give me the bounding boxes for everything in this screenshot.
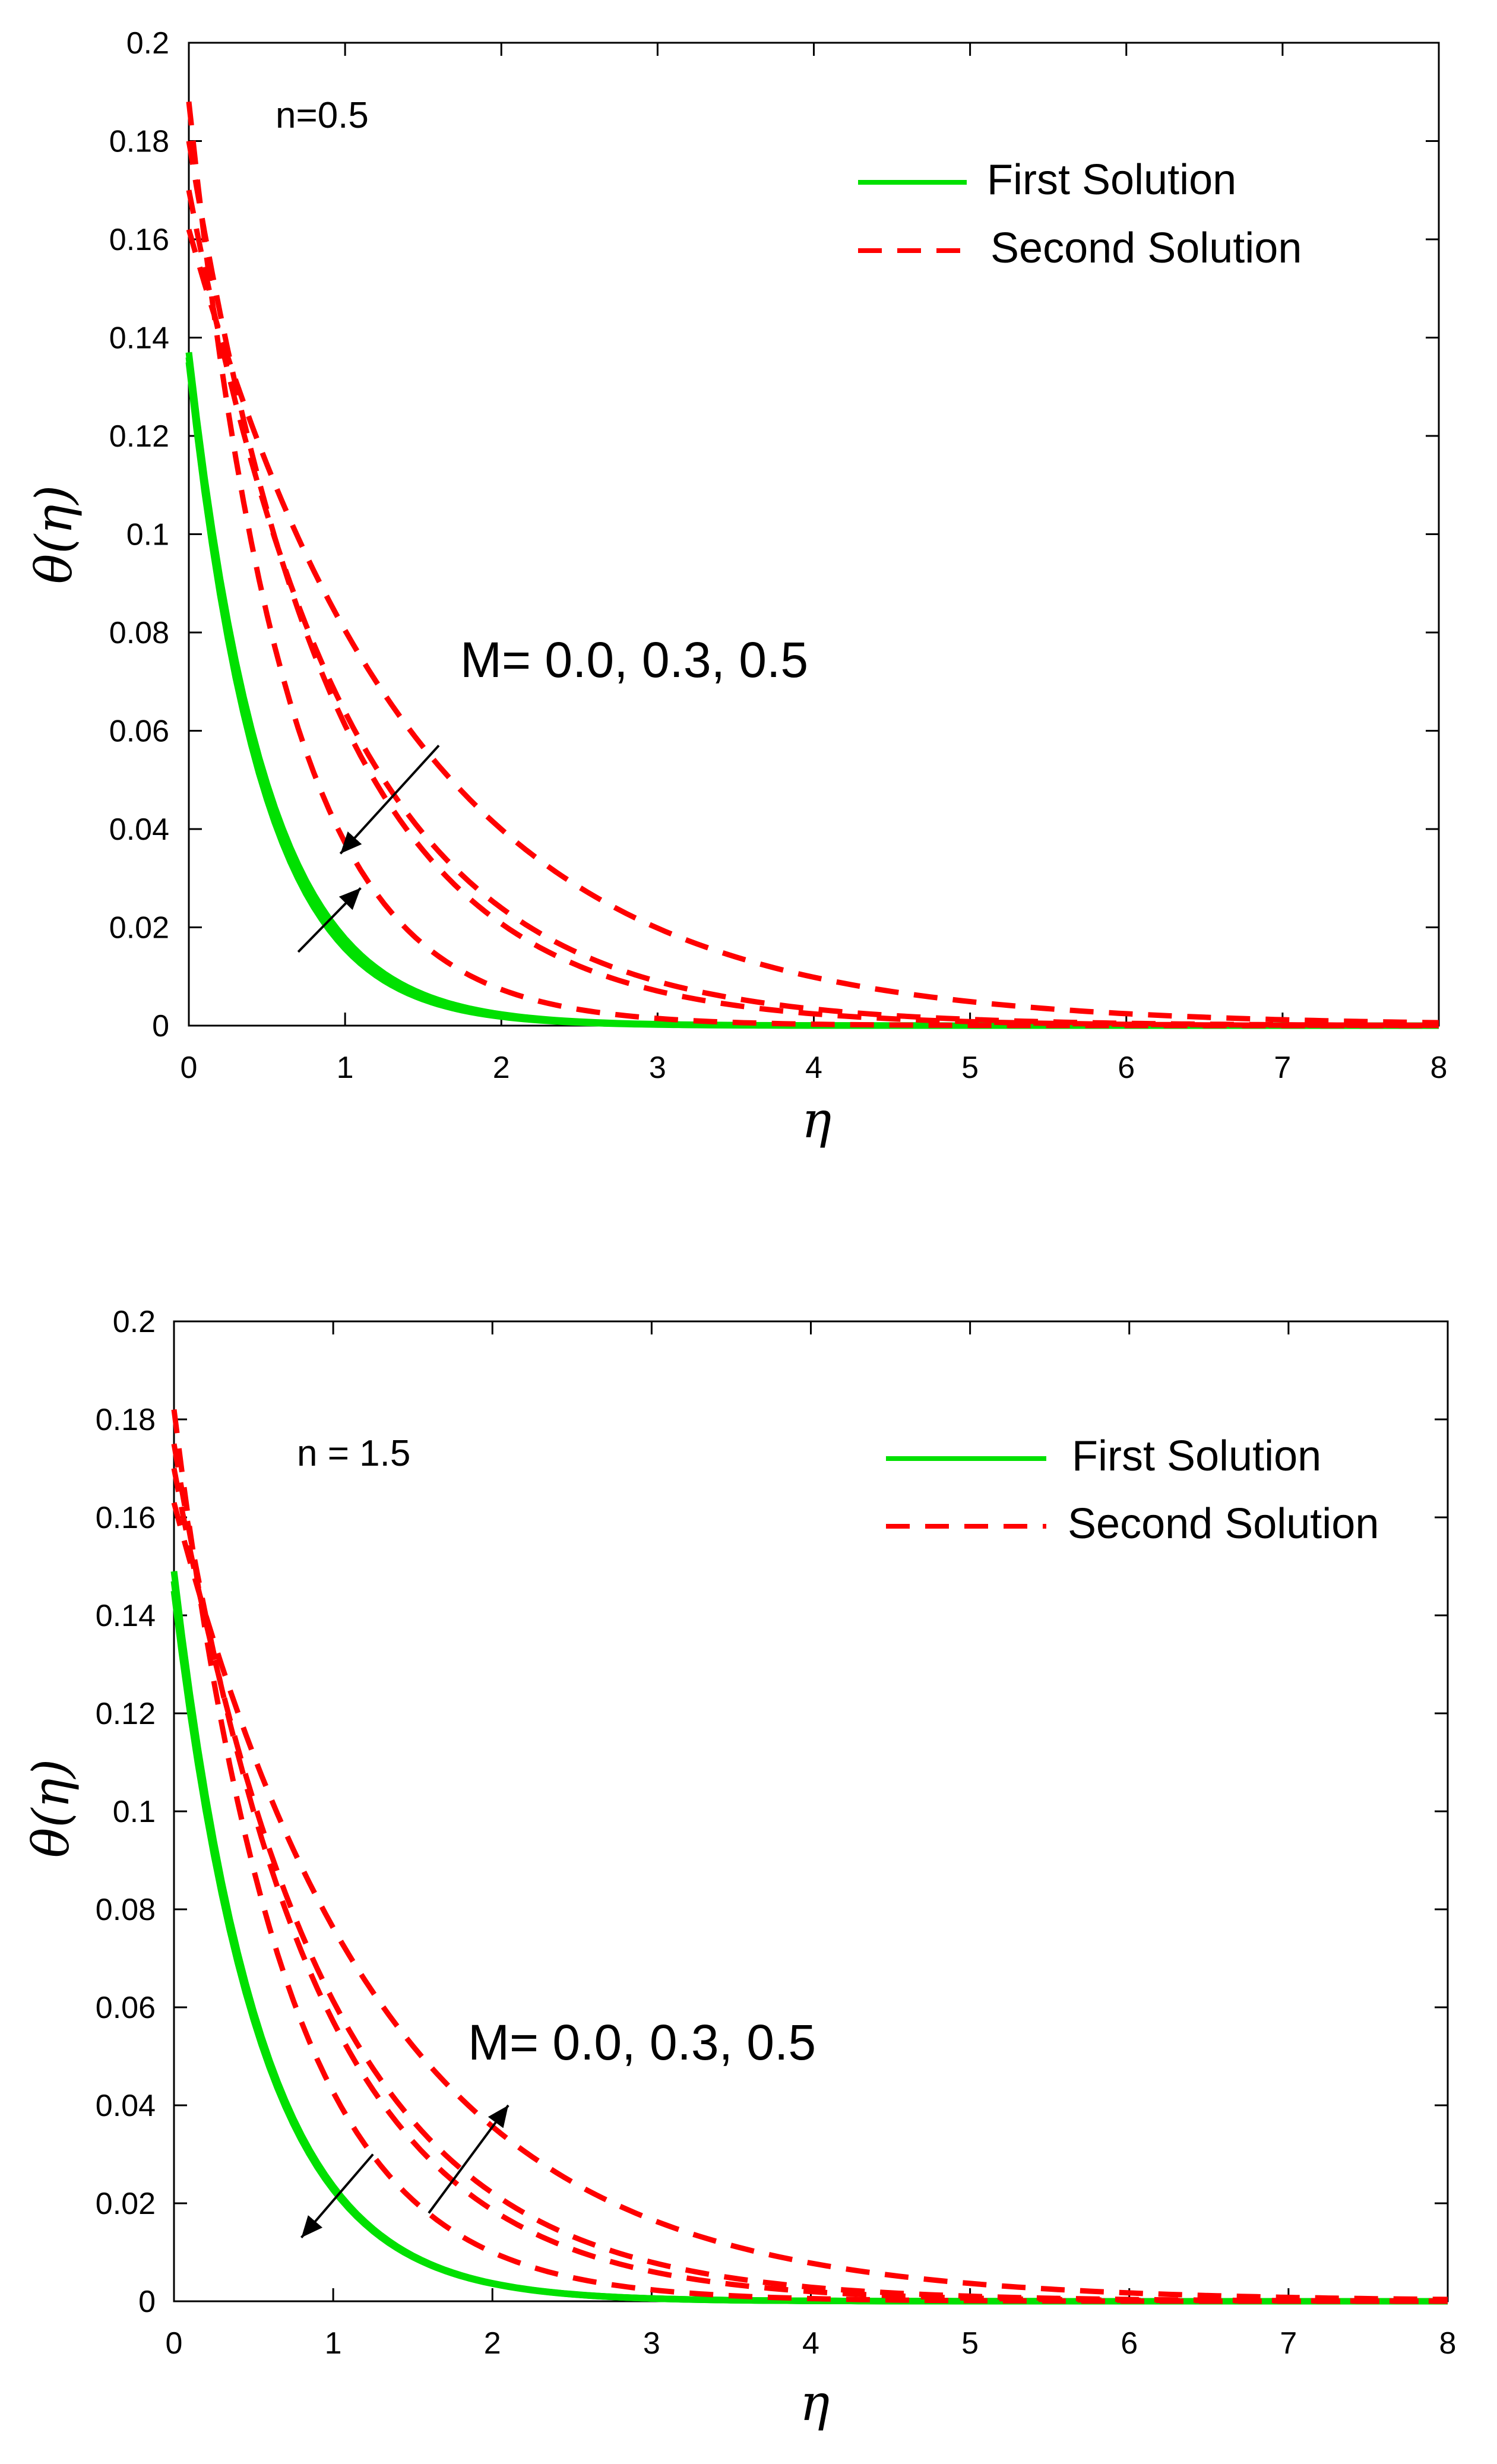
x-tick-label: 3 <box>649 1051 666 1085</box>
x-tick-label: 2 <box>484 2326 501 2361</box>
x-tick-label: 4 <box>802 2326 819 2361</box>
y-axis-label: θ(η) <box>25 485 83 584</box>
legend: First Solution Second Solution <box>886 1432 1379 1548</box>
chart-panel-2: 00.020.040.060.080.10.120.140.160.180.2 … <box>22 1305 1456 2432</box>
y-tick-label: 0.18 <box>109 125 169 159</box>
x-ticks: 0 1 2 3 4 5 6 7 8 <box>181 43 1448 1085</box>
y-tick-label: 0.06 <box>109 714 169 749</box>
legend: First Solution Second Solution <box>858 156 1302 272</box>
x-tick-label: 2 <box>493 1051 510 1085</box>
y-tick-label: 0.04 <box>109 812 169 847</box>
series-group <box>185 101 1439 1029</box>
y-tick-label: 0.08 <box>109 616 169 650</box>
series-group <box>170 1409 1448 2305</box>
x-tick-label: 7 <box>1280 2326 1297 2361</box>
y-tick-label: 0.12 <box>96 1697 156 1731</box>
legend-label-second-solution: Second Solution <box>990 224 1302 272</box>
second-solution-curve-5 <box>171 1467 1448 2304</box>
y-tick-label: 0.18 <box>96 1403 156 1437</box>
trend-arrow-1 <box>297 887 362 953</box>
second-solution-curve-5 <box>186 189 1439 1028</box>
y-tick-label: 0.1 <box>126 518 169 552</box>
y-axis-label: θ(η) <box>22 1759 80 1858</box>
x-tick-label: 5 <box>961 2326 979 2361</box>
x-tick-label: 1 <box>325 2326 342 2361</box>
second-solution-curve-3 <box>186 101 1439 1029</box>
x-axis-label: η <box>800 2374 830 2432</box>
y-tick-label: 0.2 <box>113 1305 156 1339</box>
x-axis-label: η <box>802 1091 831 1149</box>
legend-label-first-solution: First Solution <box>1072 1432 1321 1480</box>
x-tick-label: 0 <box>166 2326 183 2361</box>
x-tick-label: 6 <box>1121 2326 1138 2361</box>
x-tick-label: 8 <box>1430 1051 1448 1085</box>
trend-arrow-1 <box>428 2104 509 2214</box>
legend-label-second-solution: Second Solution <box>1068 1500 1379 1548</box>
y-tick-label: 0.12 <box>109 419 169 454</box>
trend-arrow-0 <box>300 2153 374 2239</box>
arrow-group <box>297 744 440 953</box>
x-tick-label: 0 <box>181 1051 198 1085</box>
y-tick-label: 0.06 <box>96 1991 156 2025</box>
y-tick-label: 0 <box>138 2285 156 2319</box>
x-ticks: 0 1 2 3 4 5 6 7 8 <box>166 1321 1457 2361</box>
second-solution-curve-6 <box>171 1502 1448 2302</box>
y-tick-label: 0.14 <box>109 321 169 356</box>
y-tick-label: 0.02 <box>96 2187 156 2221</box>
y-ticks: 0 0.02 0.04 0.06 0.08 0.1 0.12 0.14 0.16 0.18 0.2 <box>96 1305 1448 2319</box>
m-values-label: M= 0.0, 0.3, 0.5 <box>468 2014 816 2070</box>
arrow-group <box>300 2104 509 2239</box>
y-ticks: 0 0.02 0.04 0.06 0.08 0.1 0.12 0.14 0.16 0.18 0.2 <box>109 26 1439 1043</box>
second-solution-curve-6 <box>186 229 1439 1026</box>
y-tick-label: 0.16 <box>96 1501 156 1535</box>
x-tick-label: 3 <box>643 2326 660 2361</box>
y-tick-label: 0.2 <box>126 26 169 61</box>
second-solution-curve-3 <box>171 1409 1448 2304</box>
y-tick-label: 0.14 <box>96 1599 156 1633</box>
trend-arrow-0 <box>339 744 440 855</box>
chart-panel-1: 00.020.040.060.080.10.120.140.160.180.2 … <box>25 26 1447 1149</box>
m-values-label: M= 0.0, 0.3, 0.5 <box>460 632 808 688</box>
x-tick-label: 8 <box>1439 2326 1457 2361</box>
y-tick-label: 0.1 <box>113 1795 156 1829</box>
x-tick-label: 4 <box>805 1051 822 1085</box>
x-tick-label: 6 <box>1118 1051 1135 1085</box>
x-tick-label: 1 <box>337 1051 354 1085</box>
y-tick-label: 0.04 <box>96 2089 156 2123</box>
x-tick-label: 5 <box>961 1051 979 1085</box>
y-tick-label: 0.08 <box>96 1893 156 1927</box>
y-tick-label: 0 <box>152 1009 169 1043</box>
y-tick-label: 0.16 <box>109 223 169 257</box>
legend-label-first-solution: First Solution <box>987 156 1236 204</box>
plot-area <box>188 42 1440 1027</box>
x-tick-label: 7 <box>1274 1051 1291 1085</box>
panel-annotation: n=0.5 <box>276 95 369 136</box>
panel-annotation: n = 1.5 <box>297 1433 410 1474</box>
y-tick-label: 0.02 <box>109 911 169 945</box>
